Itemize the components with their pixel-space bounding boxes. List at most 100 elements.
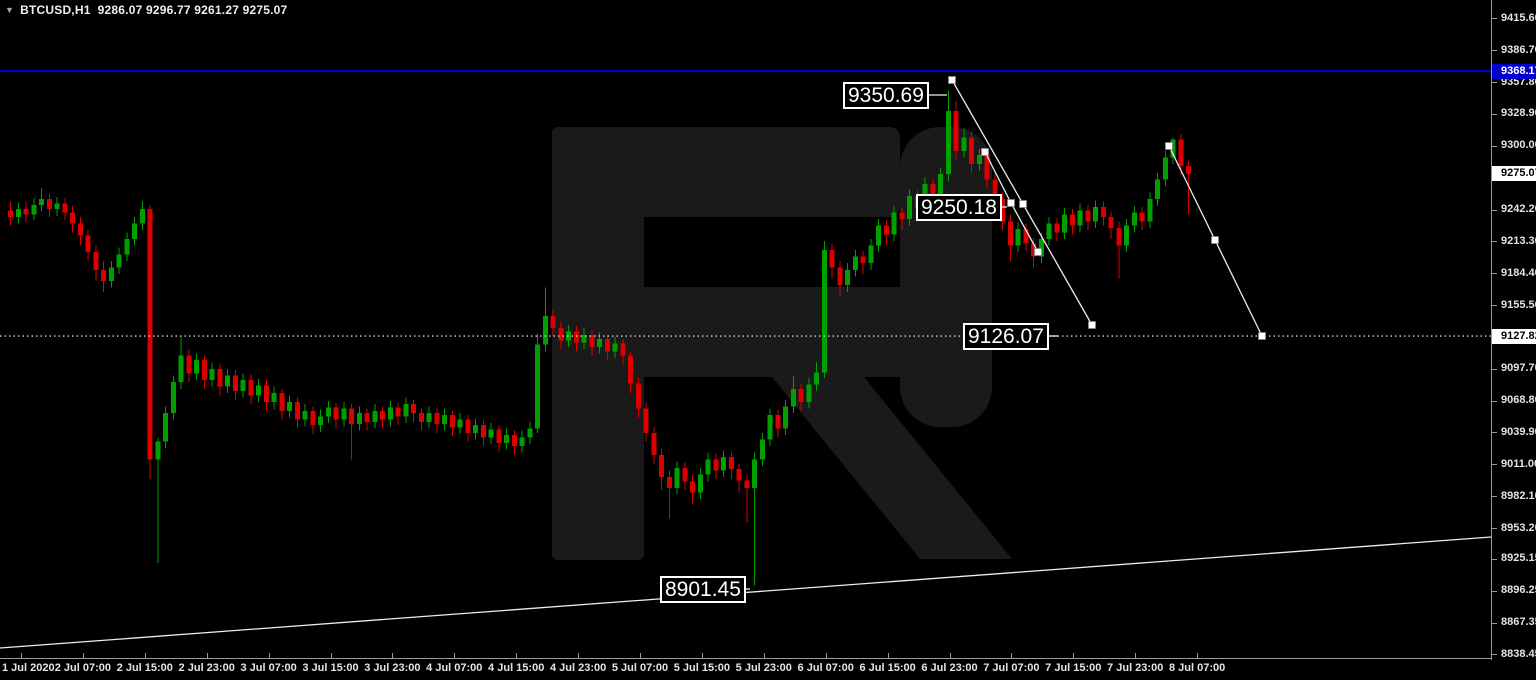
price-tick-mark: [1492, 50, 1497, 52]
candle-body: [814, 372, 819, 385]
candle-body: [403, 404, 409, 417]
candle-body: [713, 459, 719, 471]
candle-body: [573, 331, 579, 343]
price-tick-mark: [1492, 558, 1497, 560]
candle-body: [1015, 228, 1021, 246]
object-anchor-handle[interactable]: [1165, 142, 1173, 150]
candle-body: [852, 256, 858, 270]
candle-body: [496, 429, 502, 443]
price-tick-label: 9386.70: [1501, 43, 1536, 56]
object-anchor-handle[interactable]: [1034, 248, 1042, 256]
candle-body: [504, 435, 509, 443]
candle-body: [984, 155, 990, 180]
candle-body: [480, 425, 486, 438]
candle-body: [883, 225, 889, 235]
candle-body: [310, 410, 316, 426]
price-axis[interactable]: 9415.609386.709357.809328.909300.009271.…: [1492, 0, 1536, 680]
candle-body: [697, 474, 703, 493]
chart-canvas[interactable]: [0, 0, 1492, 659]
candle-body: [1116, 227, 1122, 246]
price-tick-mark: [1492, 432, 1497, 434]
object-anchor-handle[interactable]: [1007, 199, 1015, 207]
candle-body: [23, 209, 29, 215]
candle-body: [767, 415, 773, 440]
candle-body: [666, 476, 672, 488]
price-tick-mark: [1492, 368, 1497, 370]
candle-body: [194, 360, 199, 374]
time-tick-label: 7 Jul 23:00: [1107, 662, 1164, 674]
price-tick-mark: [1492, 241, 1497, 243]
candle-body: [736, 469, 742, 481]
time-tick-label: 5 Jul 15:00: [673, 662, 731, 674]
symbol-dropdown-icon[interactable]: ▼: [5, 5, 15, 15]
object-anchor-handle[interactable]: [1211, 236, 1219, 244]
price-tick-mark: [1492, 113, 1497, 115]
candle-body: [930, 183, 936, 198]
object-anchor-handle[interactable]: [1088, 321, 1096, 329]
time-tick-label: 6 Jul 15:00: [859, 662, 916, 674]
candle-body: [837, 267, 843, 286]
candle-body: [263, 385, 269, 403]
candle-body: [147, 209, 153, 460]
time-tick-label: 5 Jul 07:00: [611, 662, 669, 674]
object-anchor-handle[interactable]: [1019, 200, 1027, 208]
candle-body: [535, 344, 540, 429]
price-tick-label: 9242.20: [1501, 203, 1536, 216]
candle-body: [783, 406, 788, 429]
price-annotation-label[interactable]: 9126.07: [963, 323, 1049, 350]
candle-body: [318, 416, 323, 426]
time-tick-label: 2 Jul 07:00: [54, 662, 112, 674]
time-tick-label: 3 Jul 15:00: [302, 662, 359, 674]
candle-body: [46, 199, 52, 210]
candle-body: [1093, 206, 1098, 222]
candle-body: [628, 355, 633, 384]
time-axis[interactable]: 1 Jul 2020 2 Jul 07:00 2 Jul 15:00 2 Jul 23…: [0, 661, 1491, 680]
candle-body: [705, 459, 711, 475]
candle-body: [341, 408, 347, 420]
candle-body: [170, 382, 176, 414]
candle-body: [395, 407, 401, 417]
candle-body: [976, 155, 982, 164]
candle-body: [550, 316, 556, 329]
object-anchor-handle[interactable]: [1258, 332, 1266, 340]
candle-body: [1155, 179, 1160, 200]
price-annotation-label[interactable]: 8901.45: [660, 576, 746, 603]
dotted-line-price-label: 9127.82: [1492, 328, 1536, 344]
price-tick-label: 9415.60: [1501, 11, 1536, 24]
time-tick-label: 1 Jul 2020: [2, 662, 55, 674]
chart-plot-area[interactable]: [0, 0, 1492, 659]
candle-body: [1139, 212, 1145, 222]
candle-body: [845, 269, 850, 286]
candle-body: [271, 393, 277, 403]
candle-body: [186, 355, 192, 374]
candle-body: [248, 379, 254, 396]
candle-body: [1108, 216, 1114, 228]
candle-body: [372, 410, 378, 422]
price-annotation-label[interactable]: 9350.69: [843, 82, 929, 109]
candle-body: [1023, 228, 1029, 244]
price-annotation-label[interactable]: 9250.18: [916, 194, 1002, 221]
time-tick-label: 7 Jul 15:00: [1045, 662, 1102, 674]
price-tick-mark: [1492, 590, 1497, 592]
price-tick-label: 9011.00: [1501, 457, 1536, 470]
candle-body: [434, 413, 440, 425]
price-tick-label: 9300.00: [1501, 139, 1536, 152]
candle-body: [333, 407, 339, 420]
object-anchor-handle[interactable]: [981, 148, 989, 156]
candle-body: [201, 360, 207, 380]
price-tick-mark: [1492, 654, 1497, 656]
candle-body: [62, 203, 68, 213]
time-tick-label: 6 Jul 23:00: [921, 662, 978, 674]
candle-body: [178, 355, 184, 383]
price-tick-mark: [1492, 209, 1497, 211]
candle-body: [891, 212, 897, 235]
time-tick-label: 2 Jul 15:00: [116, 662, 173, 674]
price-axis-separator: [1491, 0, 1492, 660]
price-tick-mark: [1492, 145, 1497, 147]
symbol-info-bar[interactable]: ▼ BTCUSD,H1 9286.07 9296.77 9261.27 9275.…: [5, 3, 287, 17]
object-anchor-handle[interactable]: [948, 76, 956, 84]
candle-body: [15, 209, 21, 217]
current-price-label: 9275.07: [1492, 166, 1536, 182]
candle-body: [108, 267, 114, 281]
